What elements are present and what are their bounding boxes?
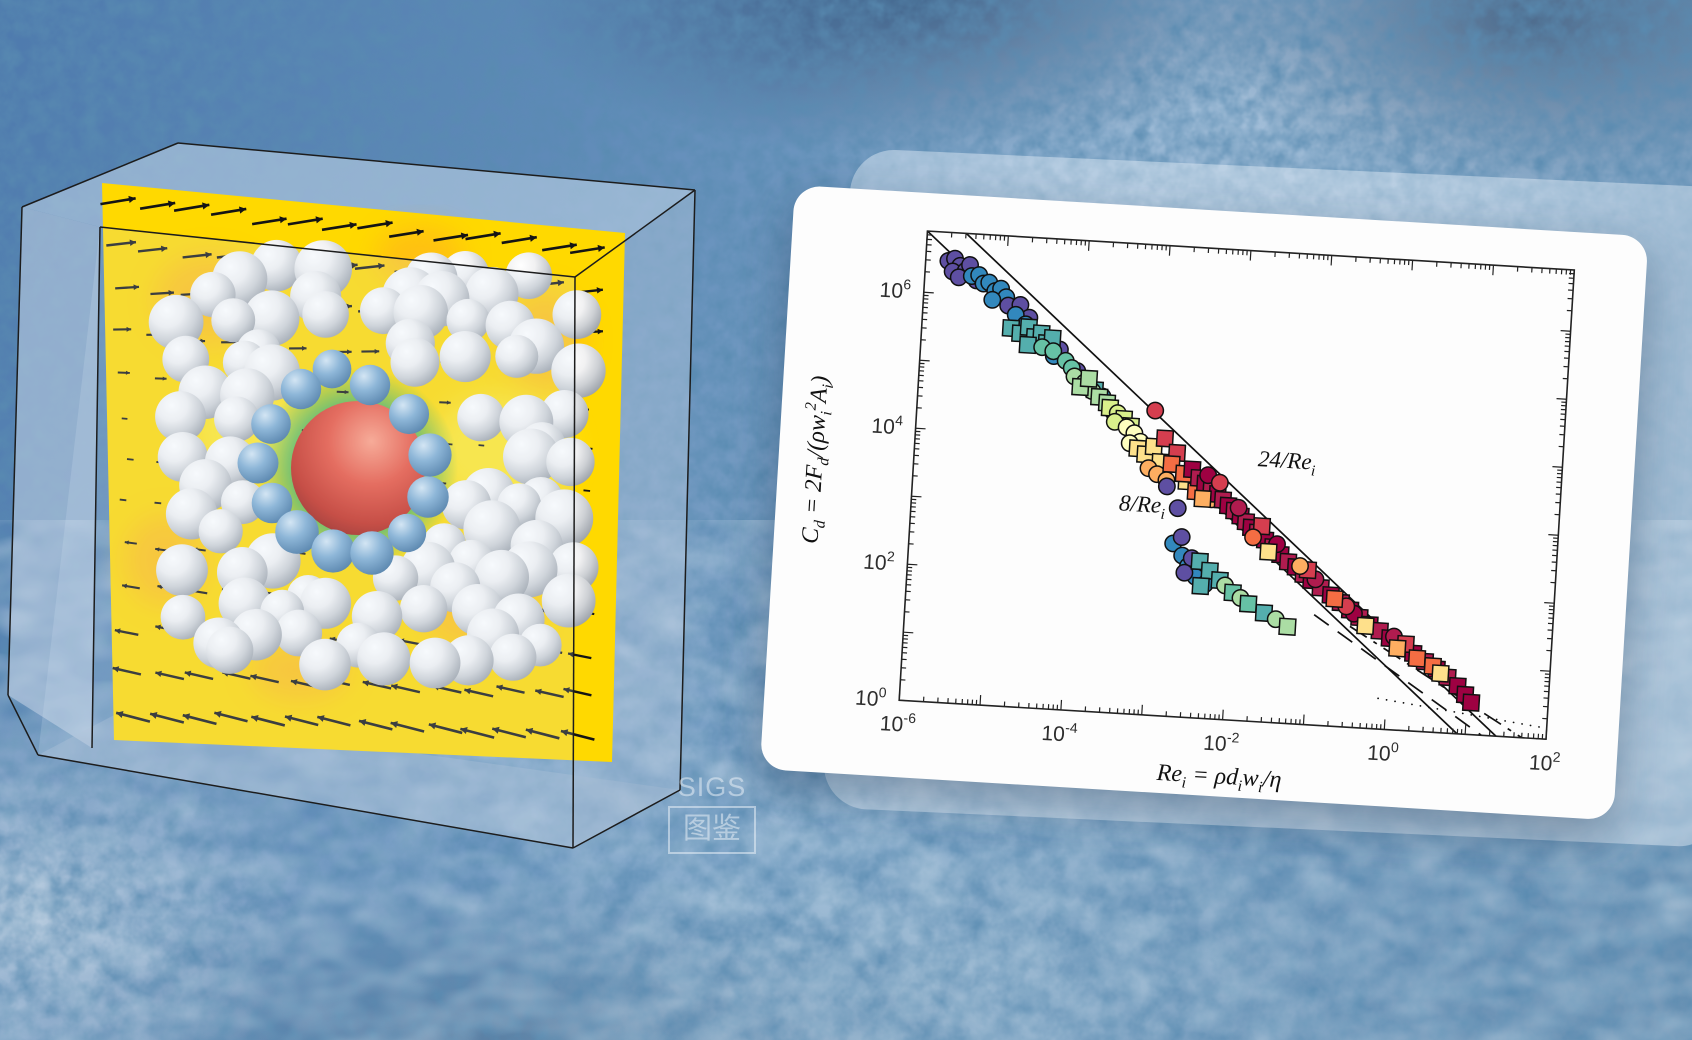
watermark-latin: SIGS — [677, 772, 747, 802]
svg-text:102: 102 — [1528, 747, 1561, 776]
svg-text:104: 104 — [871, 411, 904, 440]
box-left-face — [8, 207, 100, 748]
svg-text:10-2: 10-2 — [1203, 728, 1241, 757]
svg-text:8/Rei: 8/Rei — [1118, 490, 1166, 523]
svg-text:100: 100 — [1367, 737, 1400, 766]
white-particles — [148, 239, 606, 691]
chart-card: 10-6 10-4 10-2 100 102 100 102 104 106 Rei = ρdiw… — [759, 185, 1649, 821]
watermark-cjk: 图鉴 — [682, 813, 741, 845]
axis-labels: Rei = ρdiwi/η Cd = 2Fd/(ρwi2Ai) — [794, 375, 1282, 798]
drag-coefficient-chart: 10-6 10-4 10-2 100 102 100 102 104 106 Rei = ρdiw… — [794, 230, 1576, 798]
svg-text:106: 106 — [879, 275, 912, 304]
annotation-24-over-re: 24/Rei — [1257, 446, 1317, 479]
box-wireframe — [7, 142, 696, 849]
watermark: SIGS 图鉴 — [668, 772, 756, 854]
svg-text:10-6: 10-6 — [879, 708, 917, 737]
scatter-points — [939, 249, 1481, 712]
svg-text:100: 100 — [854, 683, 887, 712]
red-intruder-sphere — [291, 401, 425, 535]
box-front-face — [38, 227, 575, 848]
svg-text:24/Rei: 24/Rei — [1257, 446, 1317, 479]
axes-box — [898, 230, 1576, 741]
svg-text:10-4: 10-4 — [1041, 718, 1079, 747]
svg-text:102: 102 — [863, 547, 896, 576]
svg-text:Rei = ρdiwi/η: Rei = ρdiwi/η — [1155, 760, 1282, 798]
x-axis-tick-labels: 10-6 10-4 10-2 100 102 — [879, 708, 1561, 776]
watermark-seal: 图鉴 — [668, 806, 756, 854]
shear-cell — [7, 142, 696, 849]
box-floor — [38, 712, 680, 848]
y-axis-tick-labels: 100 102 104 106 — [854, 275, 912, 712]
blue-satellite-particles — [237, 349, 452, 575]
svg-text:Cd = 2Fd/(ρwi2Ai): Cd = 2Fd/(ρwi2Ai) — [794, 375, 837, 545]
annotation-8-over-re: 8/Rei — [1118, 490, 1166, 523]
